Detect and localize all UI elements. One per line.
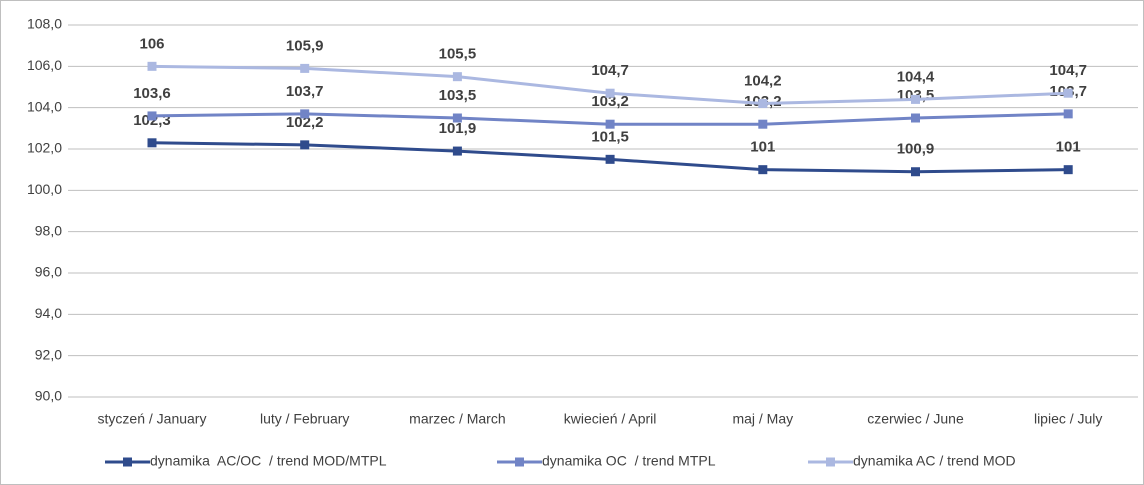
y-tick-label: 102,0 <box>27 140 62 156</box>
data-label: 105,9 <box>286 37 324 54</box>
point-marker <box>605 119 615 129</box>
y-tick-label: 104,0 <box>27 98 62 114</box>
legend-label: dynamika AC/OC / trend MOD/MTPL <box>150 453 387 469</box>
y-tick-label: 98,0 <box>35 222 62 238</box>
x-tick-label: luty / February <box>260 411 349 427</box>
point-marker <box>300 140 310 150</box>
point-marker <box>147 138 157 148</box>
legend-marker <box>515 457 524 467</box>
legend-marker <box>123 457 132 467</box>
data-label: 103,7 <box>286 83 324 100</box>
point-marker <box>1063 88 1073 98</box>
legend-marker <box>826 457 835 467</box>
data-label: 101,5 <box>591 128 629 145</box>
data-label: 104,7 <box>1049 62 1087 79</box>
point-marker <box>452 146 462 156</box>
x-tick-label: marzec / March <box>409 411 505 427</box>
x-tick-label: czerwiec / June <box>867 411 964 427</box>
point-marker <box>1063 109 1073 119</box>
legend-label: dynamika OC / trend MTPL <box>542 453 716 469</box>
y-tick-label: 100,0 <box>27 181 62 197</box>
data-label: 104,4 <box>897 68 935 85</box>
data-label: 105,5 <box>439 46 477 63</box>
data-label: 100,9 <box>897 141 935 158</box>
point-marker <box>911 94 920 104</box>
y-tick-label: 108,0 <box>27 16 62 32</box>
point-marker <box>758 119 768 129</box>
point-marker <box>758 99 768 109</box>
data-label: 103,6 <box>133 85 171 102</box>
y-tick-label: 94,0 <box>35 305 62 321</box>
x-tick-label: lipiec / July <box>1034 411 1102 427</box>
y-tick-label: 90,0 <box>35 388 62 404</box>
y-tick-label: 92,0 <box>35 346 62 362</box>
point-marker <box>300 109 310 119</box>
point-marker <box>1063 165 1073 175</box>
point-marker <box>605 154 615 164</box>
data-label: 104,2 <box>744 73 782 90</box>
point-marker <box>300 63 310 73</box>
point-marker <box>147 111 157 121</box>
x-tick-label: styczeń / January <box>98 411 207 427</box>
data-label: 101,9 <box>439 120 477 137</box>
data-label: 102,2 <box>286 114 324 131</box>
point-marker <box>452 72 462 82</box>
x-tick-label: maj / May <box>732 411 793 427</box>
x-tick-label: kwiecień / April <box>564 411 657 427</box>
legend-label: dynamika AC / trend MOD <box>853 453 1016 469</box>
data-label: 106 <box>139 35 164 52</box>
data-label: 104,7 <box>591 62 629 79</box>
data-label: 101 <box>1056 139 1081 156</box>
point-marker <box>758 165 768 175</box>
data-label: 101 <box>750 139 775 156</box>
point-marker <box>911 113 920 123</box>
data-label: 103,5 <box>439 87 477 104</box>
y-tick-label: 106,0 <box>27 57 62 73</box>
y-tick-label: 96,0 <box>35 264 62 280</box>
point-marker <box>911 167 920 177</box>
point-marker <box>147 61 157 71</box>
point-marker <box>605 88 615 98</box>
point-marker <box>452 113 462 123</box>
data-label: 103,2 <box>591 93 629 110</box>
